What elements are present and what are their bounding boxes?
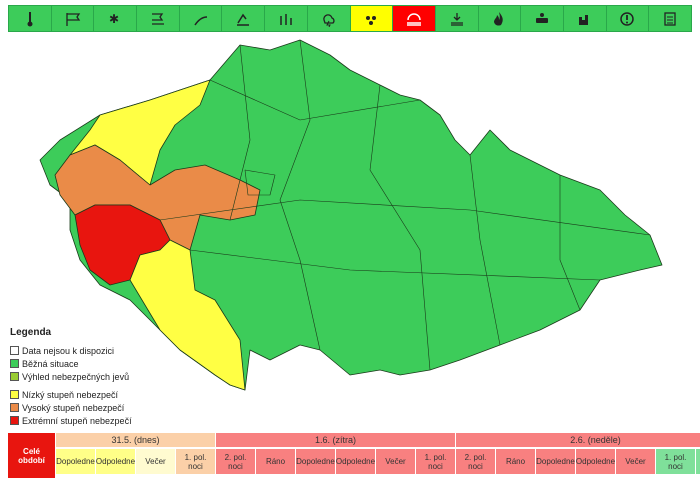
tool-ice[interactable] bbox=[222, 6, 266, 31]
tool-smog[interactable] bbox=[564, 6, 607, 31]
legend-item: Běžná situace bbox=[10, 357, 132, 370]
day-header[interactable]: 2.6. (neděle) bbox=[456, 433, 700, 447]
period-cell[interactable]: 1. pol. noci bbox=[176, 448, 216, 474]
legend-item: Nízký stupeň nebezpečí bbox=[10, 388, 132, 401]
svg-text:✱: ✱ bbox=[109, 12, 119, 26]
period-cell[interactable]: Dopoledne bbox=[296, 448, 336, 474]
period-cell[interactable]: 1. pol. noci bbox=[416, 448, 456, 474]
legend-swatch bbox=[10, 346, 19, 355]
legend-label: Vysoký stupeň nebezpečí bbox=[22, 402, 125, 413]
district-borders bbox=[159, 39, 651, 371]
period-cell[interactable]: 2. pol. noci bbox=[456, 448, 496, 474]
period-cell[interactable]: Dopoledne bbox=[536, 448, 576, 474]
period-cell[interactable]: Večer bbox=[616, 448, 656, 474]
tool-rain[interactable] bbox=[350, 6, 394, 31]
legend-label: Nízký stupeň nebezpečí bbox=[22, 389, 119, 400]
legend-swatch bbox=[10, 416, 19, 425]
period-cell[interactable]: Ráno bbox=[256, 448, 296, 474]
tool-snow[interactable]: ✱ bbox=[94, 6, 138, 31]
tool-blizzard[interactable] bbox=[180, 6, 223, 31]
legend-item: Vysoký stupeň nebezpečí bbox=[10, 401, 132, 414]
tool-storm[interactable] bbox=[308, 6, 351, 31]
tool-list[interactable] bbox=[649, 6, 691, 31]
legend-label: Výhled nebezpečných jevů bbox=[22, 371, 130, 382]
period-cell[interactable]: Odpoledne bbox=[96, 448, 136, 474]
legend-item: Extrémní stupeň nebezpečí bbox=[10, 414, 132, 427]
period-cell[interactable]: Večer bbox=[376, 448, 416, 474]
legend-swatch bbox=[10, 372, 19, 381]
day-header[interactable]: 1.6. (zítra) bbox=[216, 433, 456, 447]
legend-swatch bbox=[10, 390, 19, 399]
period-cell[interactable]: 2. pol. noci bbox=[216, 448, 256, 474]
period-cell[interactable]: Večer bbox=[136, 448, 176, 474]
tool-snowdrift[interactable] bbox=[137, 6, 180, 31]
period-cell[interactable]: Ráno bbox=[496, 448, 536, 474]
tool-fire[interactable] bbox=[479, 6, 522, 31]
timeline: Celé období 31.5. (dnes) Dopoledne Odpoledn… bbox=[8, 433, 700, 478]
legend-label: Běžná situace bbox=[22, 358, 79, 369]
tool-traffic[interactable] bbox=[521, 6, 564, 31]
legend-item: Data nejsou k dispozici bbox=[10, 344, 132, 357]
legend-label: Extrémní stupeň nebezpečí bbox=[22, 415, 132, 426]
legend-title: Legenda bbox=[10, 327, 52, 338]
tool-wind[interactable] bbox=[52, 6, 95, 31]
legend-swatch bbox=[10, 403, 19, 412]
tool-temperature[interactable] bbox=[9, 6, 52, 31]
legend-swatch bbox=[10, 359, 19, 368]
tool-flood[interactable] bbox=[393, 6, 436, 31]
warning-toolbar: ✱ bbox=[8, 5, 692, 32]
tool-water[interactable] bbox=[436, 6, 479, 31]
region-yellow-south[interactable] bbox=[129, 239, 246, 391]
legend-label: Data nejsou k dispozici bbox=[22, 345, 115, 356]
period-cell[interactable]: Odpoledne bbox=[576, 448, 616, 474]
whole-period[interactable]: Celé období bbox=[8, 433, 56, 478]
period-cell[interactable]: Odpoledne bbox=[336, 448, 376, 474]
legend-items: Data nejsou k dispozici Běžná situace Výhl… bbox=[10, 344, 132, 427]
legend-item: Výhled nebezpečných jevů bbox=[10, 370, 132, 383]
period-cell[interactable]: Dopoledne bbox=[56, 448, 96, 474]
tool-frost[interactable] bbox=[265, 6, 308, 31]
period-cell[interactable]: 2. pol. noci bbox=[696, 448, 700, 474]
day-header[interactable]: 31.5. (dnes) bbox=[56, 433, 216, 447]
map bbox=[39, 39, 663, 391]
period-cell[interactable]: 1. pol. noci bbox=[656, 448, 696, 474]
tool-other[interactable] bbox=[607, 6, 650, 31]
legend: Legenda Data nejsou k dispozici Běžná sit… bbox=[10, 327, 132, 427]
